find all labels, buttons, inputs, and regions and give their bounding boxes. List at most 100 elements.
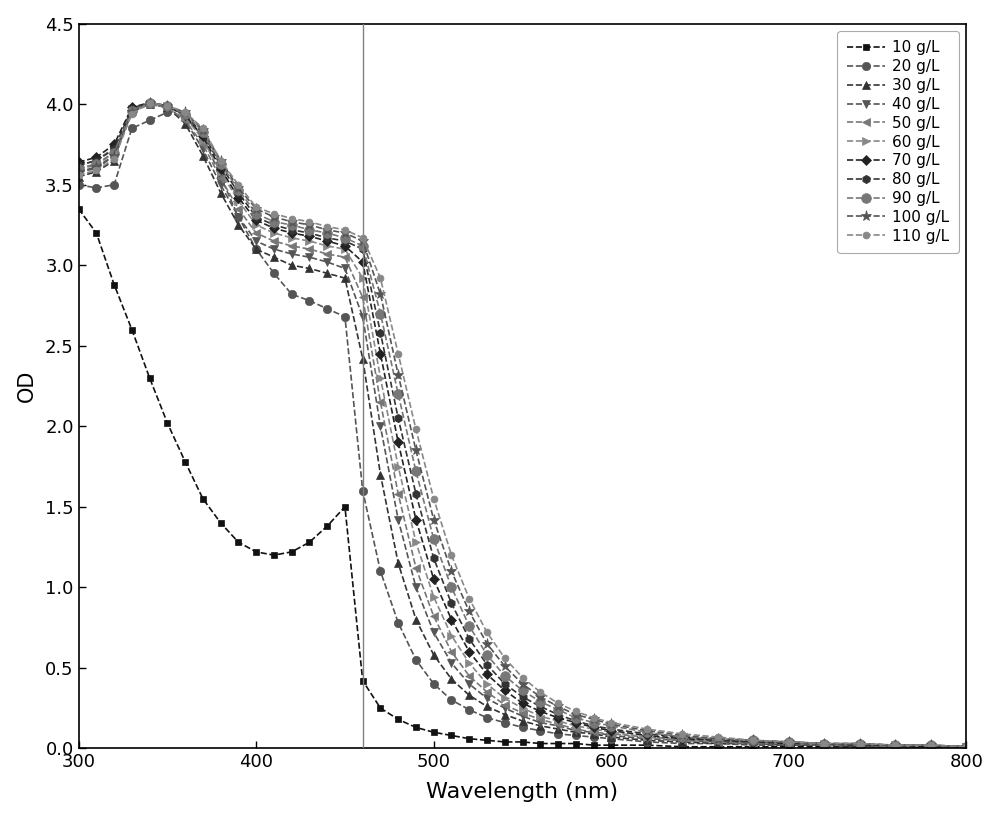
110 g/L <box>481 627 493 637</box>
40 g/L <box>126 107 138 117</box>
110 g/L <box>960 742 972 752</box>
40 g/L <box>499 704 511 713</box>
80 g/L <box>303 229 315 238</box>
20 g/L <box>605 734 617 744</box>
70 g/L <box>126 102 138 112</box>
Line: 50 g/L: 50 g/L <box>74 100 971 751</box>
30 g/L <box>712 739 724 749</box>
30 g/L <box>410 614 422 624</box>
10 g/L <box>889 742 901 752</box>
10 g/L <box>410 722 422 732</box>
50 g/L <box>90 161 102 170</box>
50 g/L <box>144 99 156 109</box>
90 g/L <box>889 740 901 750</box>
90 g/L <box>818 739 830 749</box>
90 g/L <box>960 742 972 752</box>
110 g/L <box>517 672 529 682</box>
60 g/L <box>676 734 688 744</box>
80 g/L <box>90 156 102 165</box>
20 g/L <box>90 183 102 192</box>
60 g/L <box>179 112 191 122</box>
10 g/L <box>144 373 156 382</box>
20 g/L <box>570 731 582 740</box>
20 g/L <box>126 124 138 133</box>
30 g/L <box>250 244 262 254</box>
110 g/L <box>232 180 244 190</box>
10 g/L <box>570 739 582 749</box>
80 g/L <box>232 188 244 197</box>
110 g/L <box>854 739 866 749</box>
10 g/L <box>676 742 688 752</box>
50 g/L <box>463 671 475 681</box>
20 g/L <box>889 742 901 752</box>
110 g/L <box>144 97 156 107</box>
60 g/L <box>712 735 724 745</box>
90 g/L <box>197 127 209 137</box>
20 g/L <box>339 312 351 322</box>
100 g/L <box>161 101 173 111</box>
30 g/L <box>570 727 582 737</box>
70 g/L <box>517 699 529 708</box>
70 g/L <box>783 739 795 749</box>
70 g/L <box>889 740 901 750</box>
110 g/L <box>925 740 937 750</box>
10 g/L <box>250 547 262 557</box>
100 g/L <box>250 204 262 214</box>
50 g/L <box>960 742 972 752</box>
X-axis label: Wavelength (nm): Wavelength (nm) <box>426 782 619 803</box>
110 g/L <box>605 717 617 727</box>
60 g/L <box>303 236 315 246</box>
20 g/L <box>144 115 156 125</box>
80 g/L <box>339 236 351 246</box>
90 g/L <box>712 734 724 744</box>
80 g/L <box>889 740 901 750</box>
40 g/L <box>960 742 972 752</box>
40 g/L <box>445 658 457 668</box>
60 g/L <box>197 134 209 144</box>
80 g/L <box>410 489 422 499</box>
100 g/L <box>588 714 600 724</box>
100 g/L <box>357 236 369 246</box>
10 g/L <box>499 737 511 747</box>
30 g/L <box>321 269 333 278</box>
70 g/L <box>676 734 688 744</box>
60 g/L <box>641 732 653 742</box>
10 g/L <box>463 734 475 744</box>
60 g/L <box>268 229 280 238</box>
110 g/L <box>108 154 120 164</box>
80 g/L <box>144 97 156 107</box>
100 g/L <box>960 742 972 752</box>
10 g/L <box>747 742 759 752</box>
90 g/L <box>499 671 511 681</box>
20 g/L <box>197 132 209 142</box>
20 g/L <box>286 289 298 299</box>
20 g/L <box>321 304 333 314</box>
90 g/L <box>374 309 386 319</box>
80 g/L <box>960 742 972 752</box>
70 g/L <box>268 224 280 233</box>
10 g/L <box>73 204 85 214</box>
100 g/L <box>889 740 901 750</box>
10 g/L <box>818 742 830 752</box>
110 g/L <box>747 735 759 745</box>
20 g/L <box>854 742 866 752</box>
30 g/L <box>783 740 795 750</box>
80 g/L <box>392 414 404 423</box>
80 g/L <box>641 729 653 739</box>
100 g/L <box>463 607 475 617</box>
30 g/L <box>445 674 457 684</box>
90 g/L <box>517 686 529 695</box>
110 g/L <box>588 713 600 722</box>
Line: 90 g/L: 90 g/L <box>74 97 971 752</box>
60 g/L <box>126 104 138 114</box>
70 g/L <box>197 132 209 142</box>
30 g/L <box>747 739 759 749</box>
50 g/L <box>481 687 493 697</box>
90 g/L <box>570 713 582 722</box>
50 g/L <box>747 739 759 749</box>
90 g/L <box>232 184 244 194</box>
70 g/L <box>392 437 404 447</box>
50 g/L <box>374 397 386 407</box>
50 g/L <box>339 252 351 262</box>
90 g/L <box>588 717 600 727</box>
